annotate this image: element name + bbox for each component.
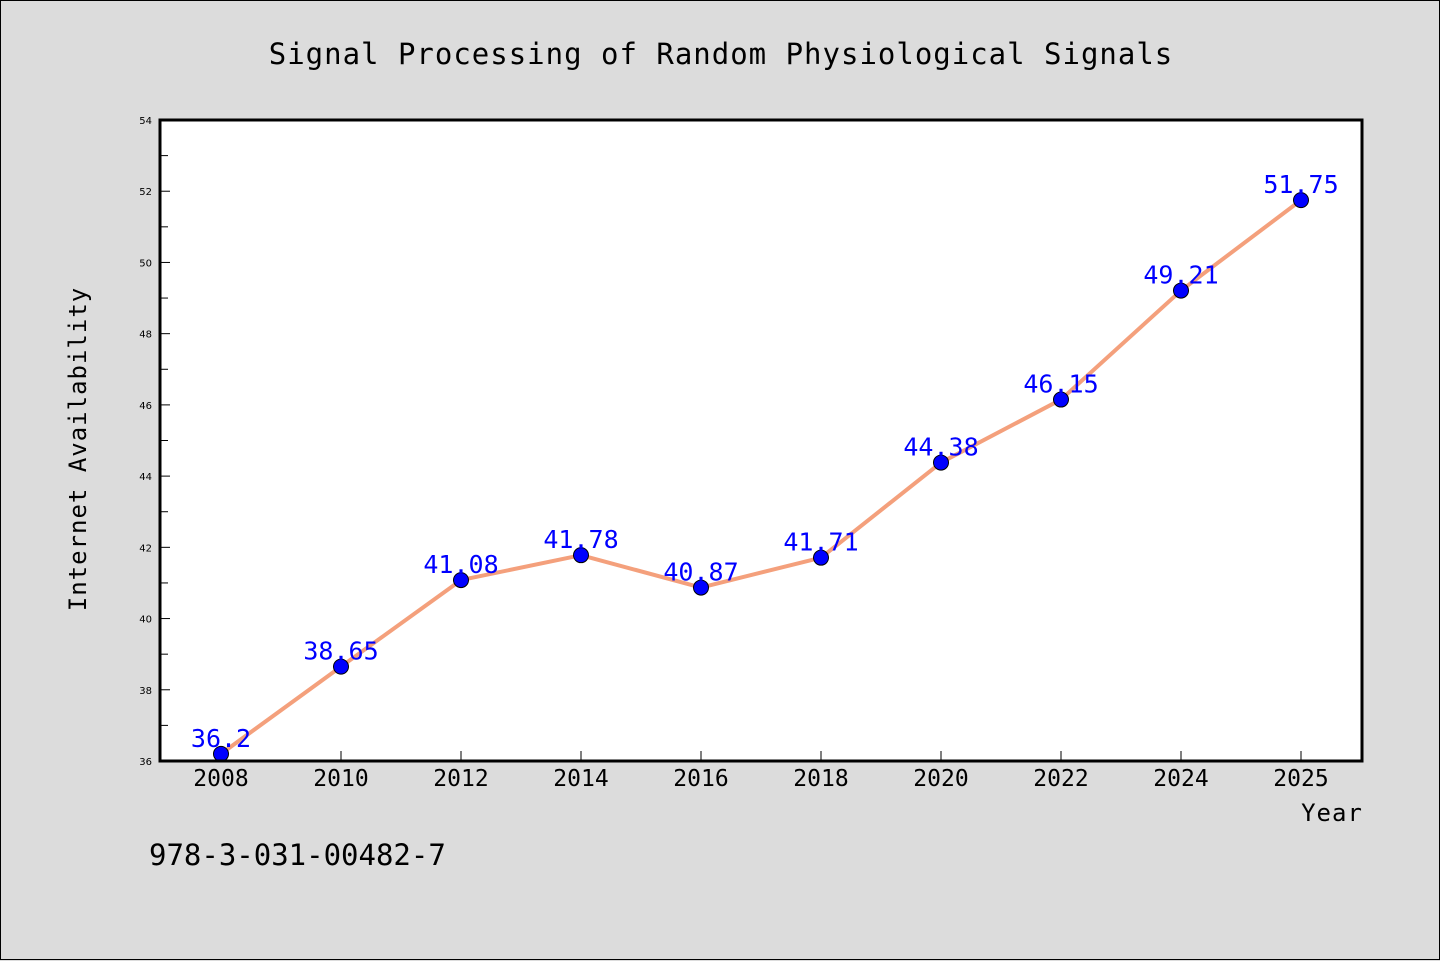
data-label: 41.78 — [543, 525, 618, 554]
series-markers — [213, 192, 1309, 762]
chart-title: Signal Processing of Random Physiologica… — [269, 37, 1174, 71]
data-label: 46.15 — [1023, 370, 1098, 399]
data-labels: 36.2 38.65 41.08 41.78 40.87 41.71 44.38 46.15 4… — [191, 170, 1339, 753]
y-tick-label: 36 — [139, 757, 152, 768]
plot-border — [158, 118, 1364, 763]
y-tick-label: 50 — [139, 258, 152, 269]
x-tick-label: 2020 — [913, 766, 968, 792]
data-label: 36.2 — [191, 724, 251, 753]
x-tick-label: 2012 — [433, 766, 488, 792]
x-tick-label: 2014 — [553, 766, 608, 792]
x-tick-label: 2010 — [313, 766, 368, 792]
data-point — [573, 547, 589, 564]
x-axis-ticks: 2008 2010 2012 2014 2016 2018 2020 2022 2024 2025 — [193, 751, 1329, 792]
data-point — [933, 454, 949, 471]
data-point — [813, 549, 829, 566]
data-point — [453, 572, 469, 589]
data-point — [333, 658, 349, 675]
series-line — [219, 198, 1303, 756]
data-point — [1293, 192, 1309, 209]
y-tick-label: 46 — [139, 401, 152, 412]
y-tick-label: 54 — [139, 116, 152, 127]
x-tick-label: 2025 — [1273, 766, 1328, 792]
data-label: 51.75 — [1263, 170, 1338, 199]
x-tick-label: 2016 — [673, 766, 728, 792]
data-point — [1173, 282, 1189, 299]
x-tick-label: 2022 — [1033, 766, 1088, 792]
y-tick-label: 48 — [139, 330, 152, 341]
data-label: 38.65 — [303, 637, 378, 666]
footer-isbn: 978-3-031-00482-7 — [149, 838, 446, 872]
data-point — [1053, 391, 1069, 408]
y-axis-label: Internet Availability — [64, 287, 92, 611]
x-tick-label: 2018 — [793, 766, 848, 792]
data-label: 41.71 — [783, 528, 858, 557]
y-tick-label: 52 — [139, 187, 152, 198]
data-label: 44.38 — [903, 433, 978, 462]
y-tick-label: 44 — [139, 472, 152, 483]
data-label: 49.21 — [1143, 261, 1218, 290]
x-tick-label: 2024 — [1153, 766, 1208, 792]
y-tick-label: 40 — [139, 615, 152, 626]
data-label: 40.87 — [663, 558, 738, 587]
y-axis-ticks: 36 38 40 42 44 46 48 50 52 54 — [139, 116, 170, 768]
x-axis-label: Year — [1301, 799, 1363, 827]
data-label: 41.08 — [423, 550, 498, 579]
x-tick-label: 2008 — [193, 766, 248, 792]
data-point — [693, 579, 709, 596]
y-tick-label: 38 — [139, 686, 152, 697]
y-tick-label: 42 — [139, 543, 152, 554]
